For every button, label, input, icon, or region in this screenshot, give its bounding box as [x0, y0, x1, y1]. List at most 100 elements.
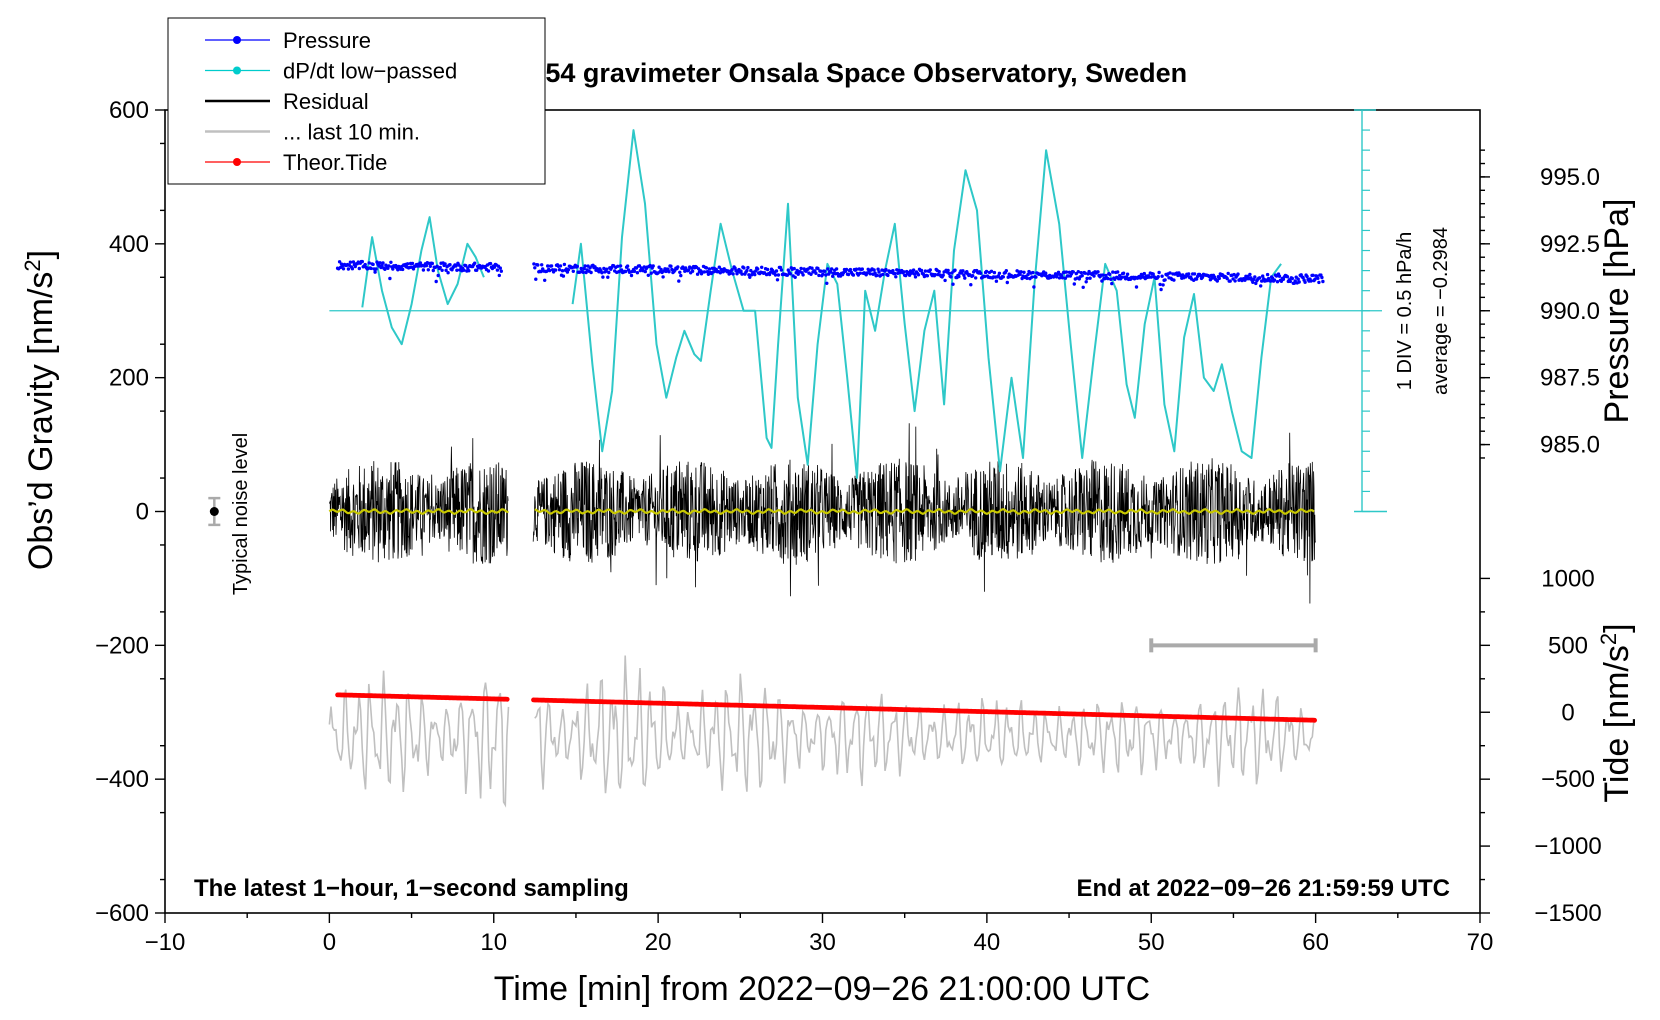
pressure-point: [1084, 280, 1088, 284]
pressure-point: [1106, 276, 1110, 281]
pressure-point: [1101, 273, 1105, 277]
pressure-point: [992, 270, 997, 275]
pressure-point: [566, 268, 571, 272]
pressure-point: [902, 270, 906, 274]
pressure-point: [748, 275, 752, 279]
pressure-point: [816, 266, 820, 271]
pressure-point: [486, 269, 491, 273]
pressure-point: [373, 270, 377, 274]
pressure-point: [462, 268, 466, 272]
pressure-point: [919, 268, 924, 273]
residual-series: [328, 423, 1316, 604]
pressure-point: [625, 264, 630, 268]
pressure-point: [581, 270, 585, 274]
pressure-point: [851, 273, 856, 277]
pressure-point: [848, 267, 853, 272]
pressure-point: [1088, 276, 1092, 280]
pressure-point: [695, 272, 700, 276]
pressure-point: [829, 270, 833, 274]
pressure-point: [949, 275, 953, 279]
pressure-point: [1142, 271, 1147, 276]
pressure-point: [607, 270, 611, 275]
dpdt-scale: [329, 109, 1387, 653]
pressure-point: [1087, 269, 1091, 274]
pressure-point: [606, 275, 610, 279]
pressure-point: [961, 269, 965, 273]
pressure-point: [809, 272, 813, 276]
legend: Pressure dP/dt low−passed Residual ... last…: [167, 17, 546, 185]
pressure-point: [765, 267, 770, 272]
x-tick-label: 0: [323, 929, 336, 956]
pressure-point: [690, 269, 695, 273]
legend-label: Theor.Tide: [283, 150, 387, 175]
pressure-point: [346, 267, 351, 271]
pressure-point: [1064, 270, 1069, 274]
pressure-point: [1156, 275, 1160, 279]
pressure-point: [778, 265, 783, 270]
y-axis-label-pressure: Pressure [hPa]: [1598, 199, 1636, 424]
pressure-point: [1159, 287, 1163, 292]
pressure-point: [858, 271, 862, 275]
pressure-point: [817, 273, 821, 278]
x-axis-ticks: −10 0 10 20 30 40 50 60 70: [145, 913, 1493, 956]
pressure-point: [704, 266, 709, 270]
pressure-point: [1316, 276, 1320, 280]
pressure-point: [677, 279, 681, 283]
y-tick-label: −400: [95, 766, 149, 793]
pressure-point: [962, 273, 966, 277]
pressure-point: [1057, 276, 1062, 280]
pressure-point: [1111, 270, 1115, 274]
pressure-point: [877, 270, 881, 274]
pressure-point: [389, 260, 393, 264]
pressure-point: [1275, 280, 1280, 284]
pressure-point: [707, 267, 712, 271]
pressure-point: [760, 265, 764, 269]
x-tick-label: 50: [1138, 929, 1165, 956]
pressure-point: [1225, 276, 1229, 281]
pressure-point: [648, 263, 652, 268]
pressure-point: [391, 267, 395, 271]
pressure-point: [571, 269, 575, 273]
pressure-point: [1253, 275, 1257, 279]
pressure-point: [1026, 272, 1030, 277]
pressure-point: [1092, 274, 1096, 278]
pressure-point: [428, 264, 432, 268]
pressure-point: [963, 276, 967, 280]
pressure-point: [814, 271, 818, 275]
pressure-tick-label: 992.5: [1540, 231, 1600, 258]
pressure-point: [1285, 275, 1290, 279]
pressure-point: [946, 268, 950, 273]
y-axis-label-tide-end: ]: [1598, 623, 1636, 632]
pressure-point: [1317, 280, 1321, 285]
pressure-point: [579, 266, 583, 271]
pressure-point: [401, 267, 405, 272]
pressure-point: [1303, 280, 1307, 284]
pressure-point: [1005, 280, 1009, 285]
pressure-point: [583, 264, 587, 268]
pressure-point: [543, 278, 547, 282]
pressure-point: [466, 266, 470, 270]
pressure-point: [1268, 279, 1273, 283]
pressure-point: [430, 261, 434, 266]
pressure-point: [886, 273, 890, 278]
pressure-point: [601, 275, 605, 279]
y-axis-label-main-text: Obs’d Gravity [nm/s: [22, 272, 60, 571]
x-tick-label: 30: [809, 929, 836, 956]
pressure-point: [873, 271, 877, 275]
pressure-point: [1217, 276, 1222, 281]
pressure-point: [731, 272, 735, 276]
last10-line: [328, 655, 1315, 808]
tide-tick-label: 500: [1548, 632, 1588, 659]
pressure-point: [632, 269, 637, 273]
pressure-point: [799, 266, 803, 271]
tide-series: [335, 692, 1317, 723]
pressure-point: [553, 268, 558, 272]
pressure-point: [1160, 274, 1164, 278]
pressure-point: [801, 273, 805, 277]
legend-marker: [233, 66, 241, 75]
pressure-point: [546, 264, 550, 268]
pressure-point: [997, 271, 1002, 275]
pressure-point: [824, 273, 828, 277]
pressure-point: [860, 267, 864, 271]
pressure-point: [582, 266, 586, 271]
